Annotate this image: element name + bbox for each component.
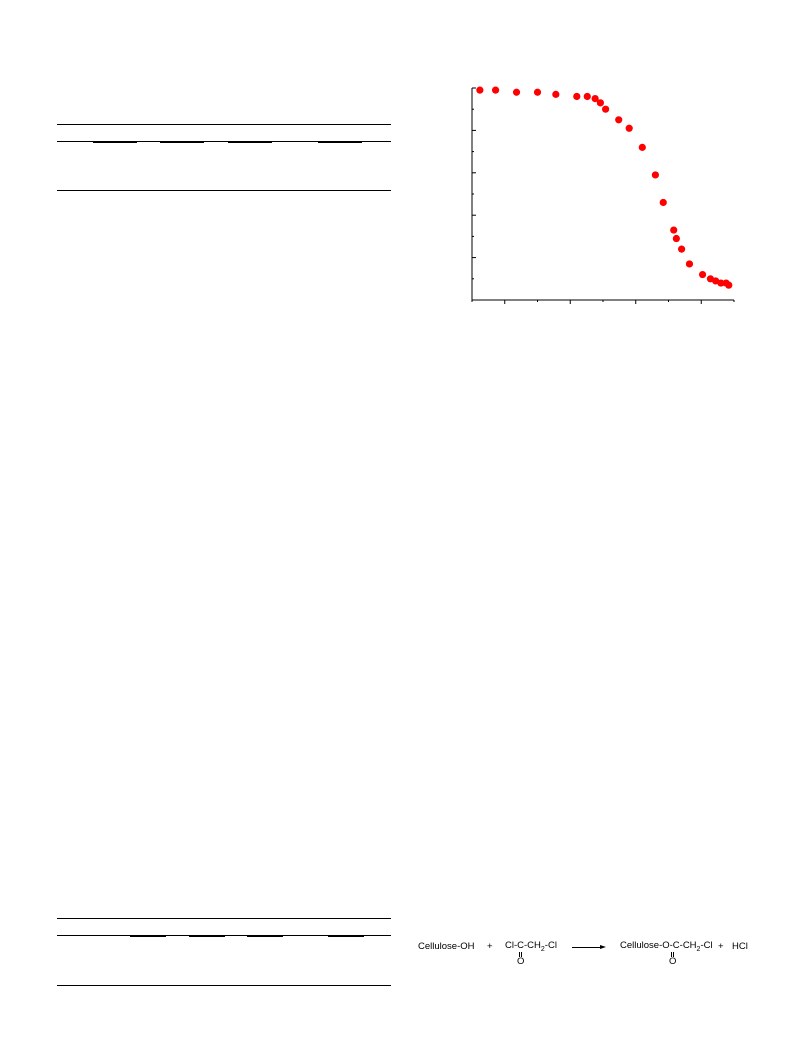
reaction-arrow-head	[600, 944, 606, 949]
table-bottom-rule	[57, 985, 391, 987]
data-point	[512, 88, 521, 96]
column-rule	[160, 141, 204, 143]
table-header-rule	[57, 141, 391, 143]
reaction-arrow	[572, 947, 602, 948]
column-rule	[328, 935, 364, 937]
data-point	[476, 86, 484, 94]
data-point	[651, 171, 659, 179]
column-rule	[318, 141, 362, 143]
data-point	[591, 95, 599, 103]
data-point	[698, 270, 707, 279]
product-suffix: -Cl	[700, 940, 713, 951]
data-point	[717, 279, 725, 287]
reagent-double-bond	[519, 952, 522, 957]
data-point	[659, 198, 667, 207]
data-point	[533, 88, 542, 96]
data-point	[552, 90, 560, 98]
data-point	[670, 226, 678, 234]
product-chloroacetylated-cellulose: Cellulose-O-C-CH2-Cl	[620, 940, 713, 953]
reaction-scheme: Cellulose-OH + Cl-C-CH2-Cl O Cellulose-O…	[410, 930, 770, 980]
data-point	[725, 281, 733, 289]
data-point	[573, 92, 581, 101]
byproduct-hcl: HCl	[732, 941, 748, 952]
reagent-chloroacetyl-chloride: Cl-C-CH2-Cl	[505, 940, 557, 953]
table-bottom-rule	[57, 190, 391, 192]
data-point	[685, 260, 694, 268]
plus-sign: +	[718, 941, 724, 952]
column-rule	[247, 935, 283, 937]
data-point	[638, 143, 646, 151]
data-point	[602, 105, 610, 113]
reagent-prefix: Cl-C-CH	[505, 940, 541, 951]
column-rule	[130, 935, 166, 937]
table-top-rule	[57, 124, 391, 126]
data-point	[491, 86, 500, 94]
product-prefix: Cellulose-O-C-CH	[620, 940, 697, 951]
data-point	[672, 234, 680, 243]
reagent-oxygen: O	[517, 956, 525, 967]
table-top-rule	[57, 918, 391, 920]
reactant-cellulose-oh: Cellulose-OH	[418, 941, 475, 952]
data-point	[678, 245, 686, 253]
reagent-subscript: 2	[540, 945, 545, 953]
product-oxygen: O	[669, 956, 677, 967]
product-double-bond	[671, 952, 674, 957]
reagent-suffix: -Cl	[544, 940, 557, 951]
data-point	[596, 99, 604, 107]
column-rule	[93, 141, 137, 143]
data-point	[615, 116, 623, 124]
chart-points	[476, 86, 733, 289]
plus-sign: +	[487, 941, 493, 952]
product-subscript: 2	[696, 945, 701, 953]
data-point	[583, 92, 591, 101]
data-point	[625, 124, 633, 132]
column-rule	[189, 935, 225, 937]
scatter-chart	[471, 86, 735, 304]
chart-axes	[471, 87, 735, 304]
column-rule	[228, 141, 272, 143]
